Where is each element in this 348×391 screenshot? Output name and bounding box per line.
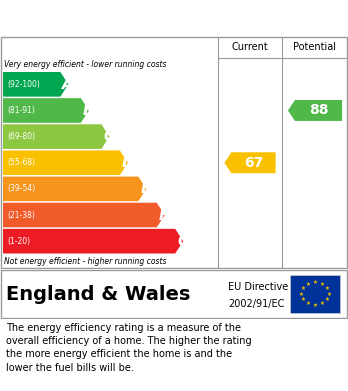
Polygon shape bbox=[288, 100, 342, 121]
Text: England & Wales: England & Wales bbox=[6, 285, 190, 303]
Text: (55-68): (55-68) bbox=[7, 158, 35, 167]
Text: G: G bbox=[177, 234, 190, 249]
Text: ★: ★ bbox=[319, 282, 324, 287]
Text: ★: ★ bbox=[299, 292, 303, 296]
Text: (39-54): (39-54) bbox=[7, 185, 35, 194]
Text: F: F bbox=[159, 208, 169, 222]
Polygon shape bbox=[3, 151, 128, 175]
Text: Energy Efficiency Rating: Energy Efficiency Rating bbox=[9, 9, 238, 27]
Text: EU Directive: EU Directive bbox=[228, 282, 288, 292]
Text: ★: ★ bbox=[306, 282, 310, 287]
Polygon shape bbox=[3, 124, 109, 149]
Text: C: C bbox=[103, 129, 114, 144]
Text: 67: 67 bbox=[244, 156, 263, 170]
Text: D: D bbox=[122, 155, 134, 170]
Text: E: E bbox=[140, 181, 151, 196]
Polygon shape bbox=[3, 177, 146, 201]
Polygon shape bbox=[3, 229, 183, 253]
Text: ★: ★ bbox=[313, 280, 317, 285]
Text: (21-38): (21-38) bbox=[7, 210, 35, 219]
Text: ★: ★ bbox=[306, 301, 310, 307]
Text: 88: 88 bbox=[309, 104, 328, 117]
Text: ★: ★ bbox=[313, 303, 317, 308]
Text: Current: Current bbox=[232, 42, 268, 52]
Text: ★: ★ bbox=[325, 286, 330, 291]
Text: A: A bbox=[62, 77, 74, 92]
Text: The energy efficiency rating is a measure of the
overall efficiency of a home. T: The energy efficiency rating is a measur… bbox=[6, 323, 252, 373]
Polygon shape bbox=[3, 72, 69, 97]
Text: ★: ★ bbox=[326, 292, 331, 296]
Text: (81-91): (81-91) bbox=[7, 106, 35, 115]
Text: 2002/91/EC: 2002/91/EC bbox=[228, 299, 284, 309]
Polygon shape bbox=[3, 203, 165, 227]
Text: ★: ★ bbox=[319, 301, 324, 307]
Polygon shape bbox=[3, 98, 89, 123]
Text: ★: ★ bbox=[300, 286, 305, 291]
Polygon shape bbox=[224, 152, 276, 173]
Text: (69-80): (69-80) bbox=[7, 132, 35, 141]
Text: ★: ★ bbox=[300, 297, 305, 302]
Text: Very energy efficient - lower running costs: Very energy efficient - lower running co… bbox=[4, 60, 166, 69]
Text: ★: ★ bbox=[325, 297, 330, 302]
Text: B: B bbox=[83, 103, 95, 118]
Text: Not energy efficient - higher running costs: Not energy efficient - higher running co… bbox=[4, 257, 166, 266]
Text: (92-100): (92-100) bbox=[7, 80, 40, 89]
Bar bbox=[290, 275, 340, 313]
Text: (1-20): (1-20) bbox=[7, 237, 30, 246]
Text: Potential: Potential bbox=[293, 42, 337, 52]
